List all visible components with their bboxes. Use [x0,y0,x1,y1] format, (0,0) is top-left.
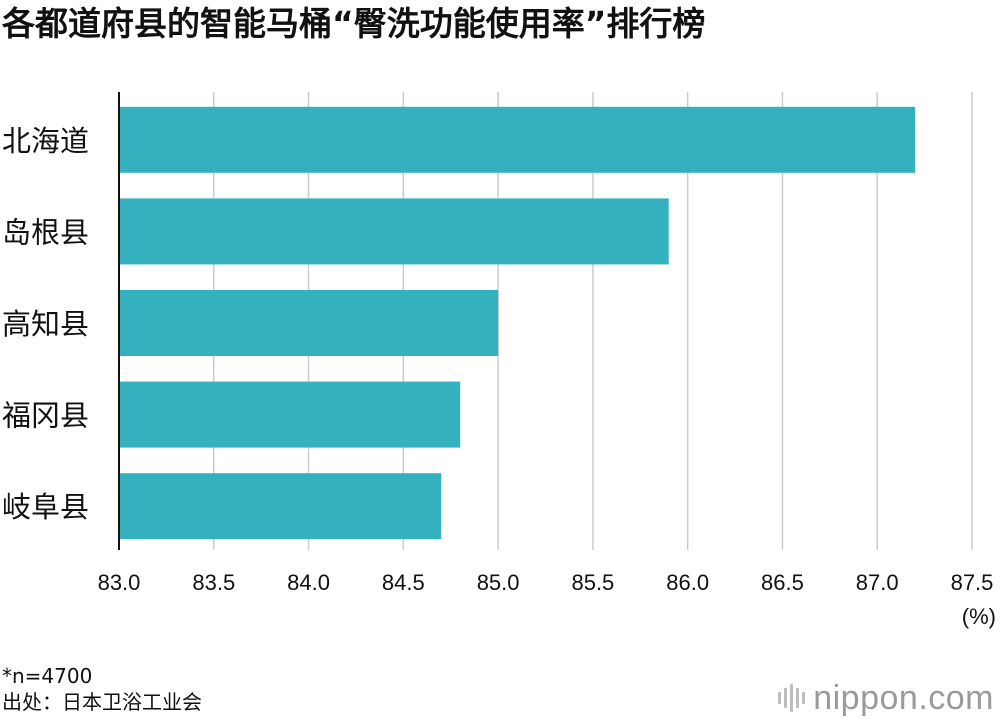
x-tick-label: 83.0 [98,570,141,595]
bar [119,381,461,448]
x-tick-label: 86.0 [666,570,709,595]
x-tick-label: 83.5 [192,570,235,595]
bars [119,106,916,540]
category-label: 岛根县 [2,215,89,249]
category-label: 高知县 [2,307,89,341]
nippon-logo: nippon.com [778,678,994,718]
logo-text: nippon.com [813,679,994,717]
bar [119,198,669,265]
source-note: 出处：日本卫浴工业会 [2,690,202,714]
x-tick-label: 84.0 [287,570,330,595]
bar [119,290,499,356]
category-label: 岐阜县 [2,490,89,524]
sample-size-note: *n=4700 [2,664,93,688]
bar [119,473,442,540]
x-tick-label: 84.5 [382,570,425,595]
x-tick-label: 85.5 [571,570,614,595]
x-tick-label: 85.0 [477,570,520,595]
logo-bars-icon [778,681,806,715]
x-tick-label: 87.0 [856,570,899,595]
x-axis-unit-label: (%) [962,604,996,629]
category-label: 福冈县 [2,399,89,433]
chart-title: 各都道府县的智能马桶“臀洗功能使用率”排行榜 [2,4,706,43]
bar [119,106,916,173]
x-tick-label: 87.5 [951,570,994,595]
x-tick-label: 86.5 [761,570,804,595]
x-axis-ticks: 83.0 83.5 84.0 84.5 85.0 85.5 86.0 86.5 87.0 87.5 [98,570,994,595]
category-label: 北海道 [2,124,89,158]
